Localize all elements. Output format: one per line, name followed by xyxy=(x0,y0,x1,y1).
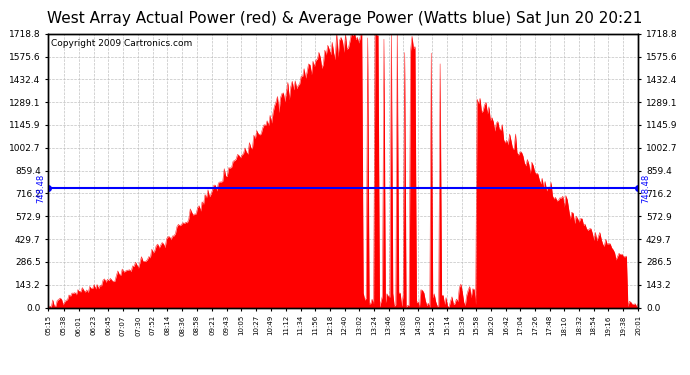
Text: Copyright 2009 Cartronics.com: Copyright 2009 Cartronics.com xyxy=(51,39,193,48)
Text: 748.48: 748.48 xyxy=(37,174,46,203)
Text: West Array Actual Power (red) & Average Power (Watts blue) Sat Jun 20 20:21: West Array Actual Power (red) & Average … xyxy=(48,11,642,26)
Text: 748.48: 748.48 xyxy=(641,174,650,203)
